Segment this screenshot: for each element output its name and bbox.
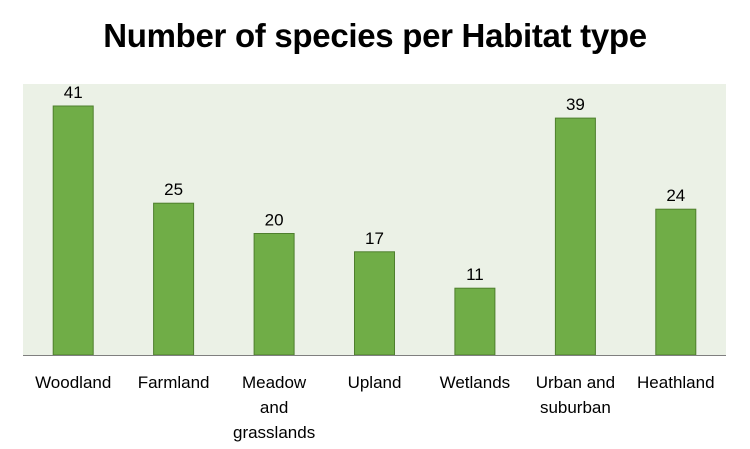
bar-heathland [655, 208, 697, 356]
category-label: Meadow and grasslands [226, 370, 322, 445]
bar-urban-and-suburban [554, 117, 596, 356]
chart-title: Number of species per Habitat type [103, 17, 647, 54]
category-label: Urban and suburban [527, 370, 623, 420]
category-label: Farmland [126, 370, 222, 395]
category-label-line: Urban and [535, 373, 616, 392]
category-label-line: grasslands [232, 423, 316, 442]
data-label: 41 [64, 83, 83, 102]
data-label: 20 [265, 211, 284, 230]
bars-group [52, 105, 697, 356]
data-label: 17 [365, 229, 384, 248]
bar-wetlands [454, 287, 496, 356]
data-label: 11 [466, 265, 484, 284]
bar-woodland [52, 105, 94, 356]
category-label-line: Farmland [137, 373, 210, 392]
data-label: 24 [666, 186, 685, 205]
category-label-line: Meadow [241, 373, 307, 392]
bar-upland [354, 251, 395, 356]
bar-meadow-and-grasslands [253, 233, 295, 356]
category-label-line: Heathland [637, 373, 715, 392]
category-label: Wetlands [427, 370, 523, 395]
data-labels-group: 41 25 20 17 11 39 24 [64, 83, 686, 284]
category-label-line: Woodland [35, 373, 112, 392]
category-label: Upland [327, 370, 423, 395]
category-label-line: Wetlands [439, 373, 511, 392]
data-label: 25 [164, 180, 183, 199]
category-label-line: Upland [347, 373, 402, 392]
bar-farmland [153, 202, 195, 356]
category-label-line: suburban [539, 398, 611, 417]
category-label: Woodland [25, 370, 121, 395]
category-label-line: and [259, 398, 289, 417]
category-label: Heathland [628, 370, 724, 395]
data-label: 39 [566, 95, 585, 114]
